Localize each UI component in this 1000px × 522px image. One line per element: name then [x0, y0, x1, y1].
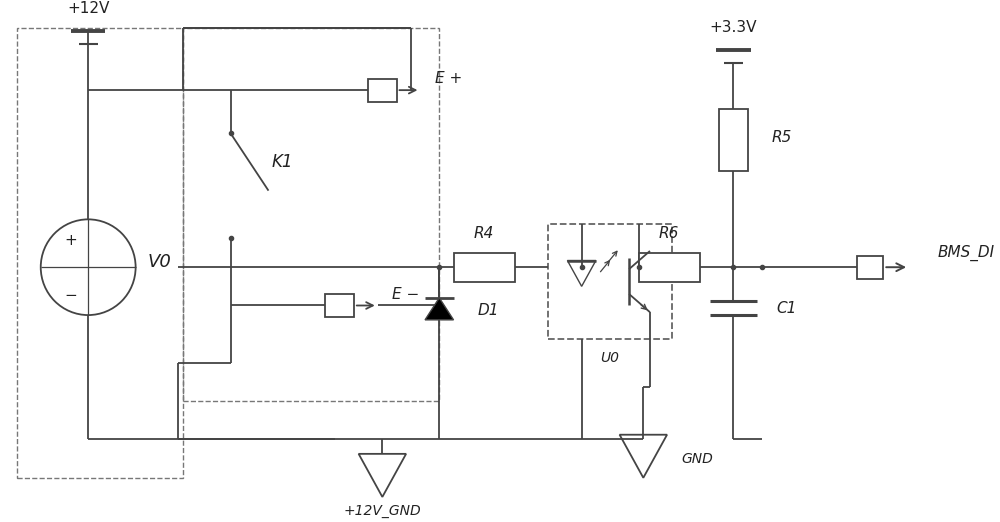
Text: K1: K1 — [272, 153, 293, 171]
Text: E −: E − — [392, 287, 420, 302]
Text: +12V_GND: +12V_GND — [344, 504, 421, 518]
Text: D1: D1 — [477, 303, 499, 318]
Text: R6: R6 — [659, 226, 679, 241]
Bar — [639, 253, 700, 281]
Text: R5: R5 — [771, 130, 792, 146]
Bar — [454, 253, 515, 281]
Bar — [325, 294, 354, 317]
Text: +: + — [65, 233, 77, 248]
Bar — [368, 79, 397, 102]
Text: V0: V0 — [147, 253, 171, 271]
Text: U0: U0 — [601, 351, 620, 365]
Bar — [548, 224, 672, 339]
Bar — [17, 28, 183, 478]
Bar — [183, 28, 439, 401]
Text: GND: GND — [681, 452, 713, 466]
Text: BMS_DI: BMS_DI — [937, 245, 995, 261]
Text: C1: C1 — [776, 301, 797, 316]
Text: +12V: +12V — [67, 1, 109, 16]
Text: −: − — [65, 289, 77, 303]
Text: E +: E + — [435, 71, 462, 86]
Bar — [857, 256, 883, 279]
Text: R4: R4 — [474, 226, 494, 241]
Text: +3.3V: +3.3V — [710, 20, 757, 35]
Polygon shape — [425, 298, 454, 320]
Bar — [719, 109, 748, 172]
